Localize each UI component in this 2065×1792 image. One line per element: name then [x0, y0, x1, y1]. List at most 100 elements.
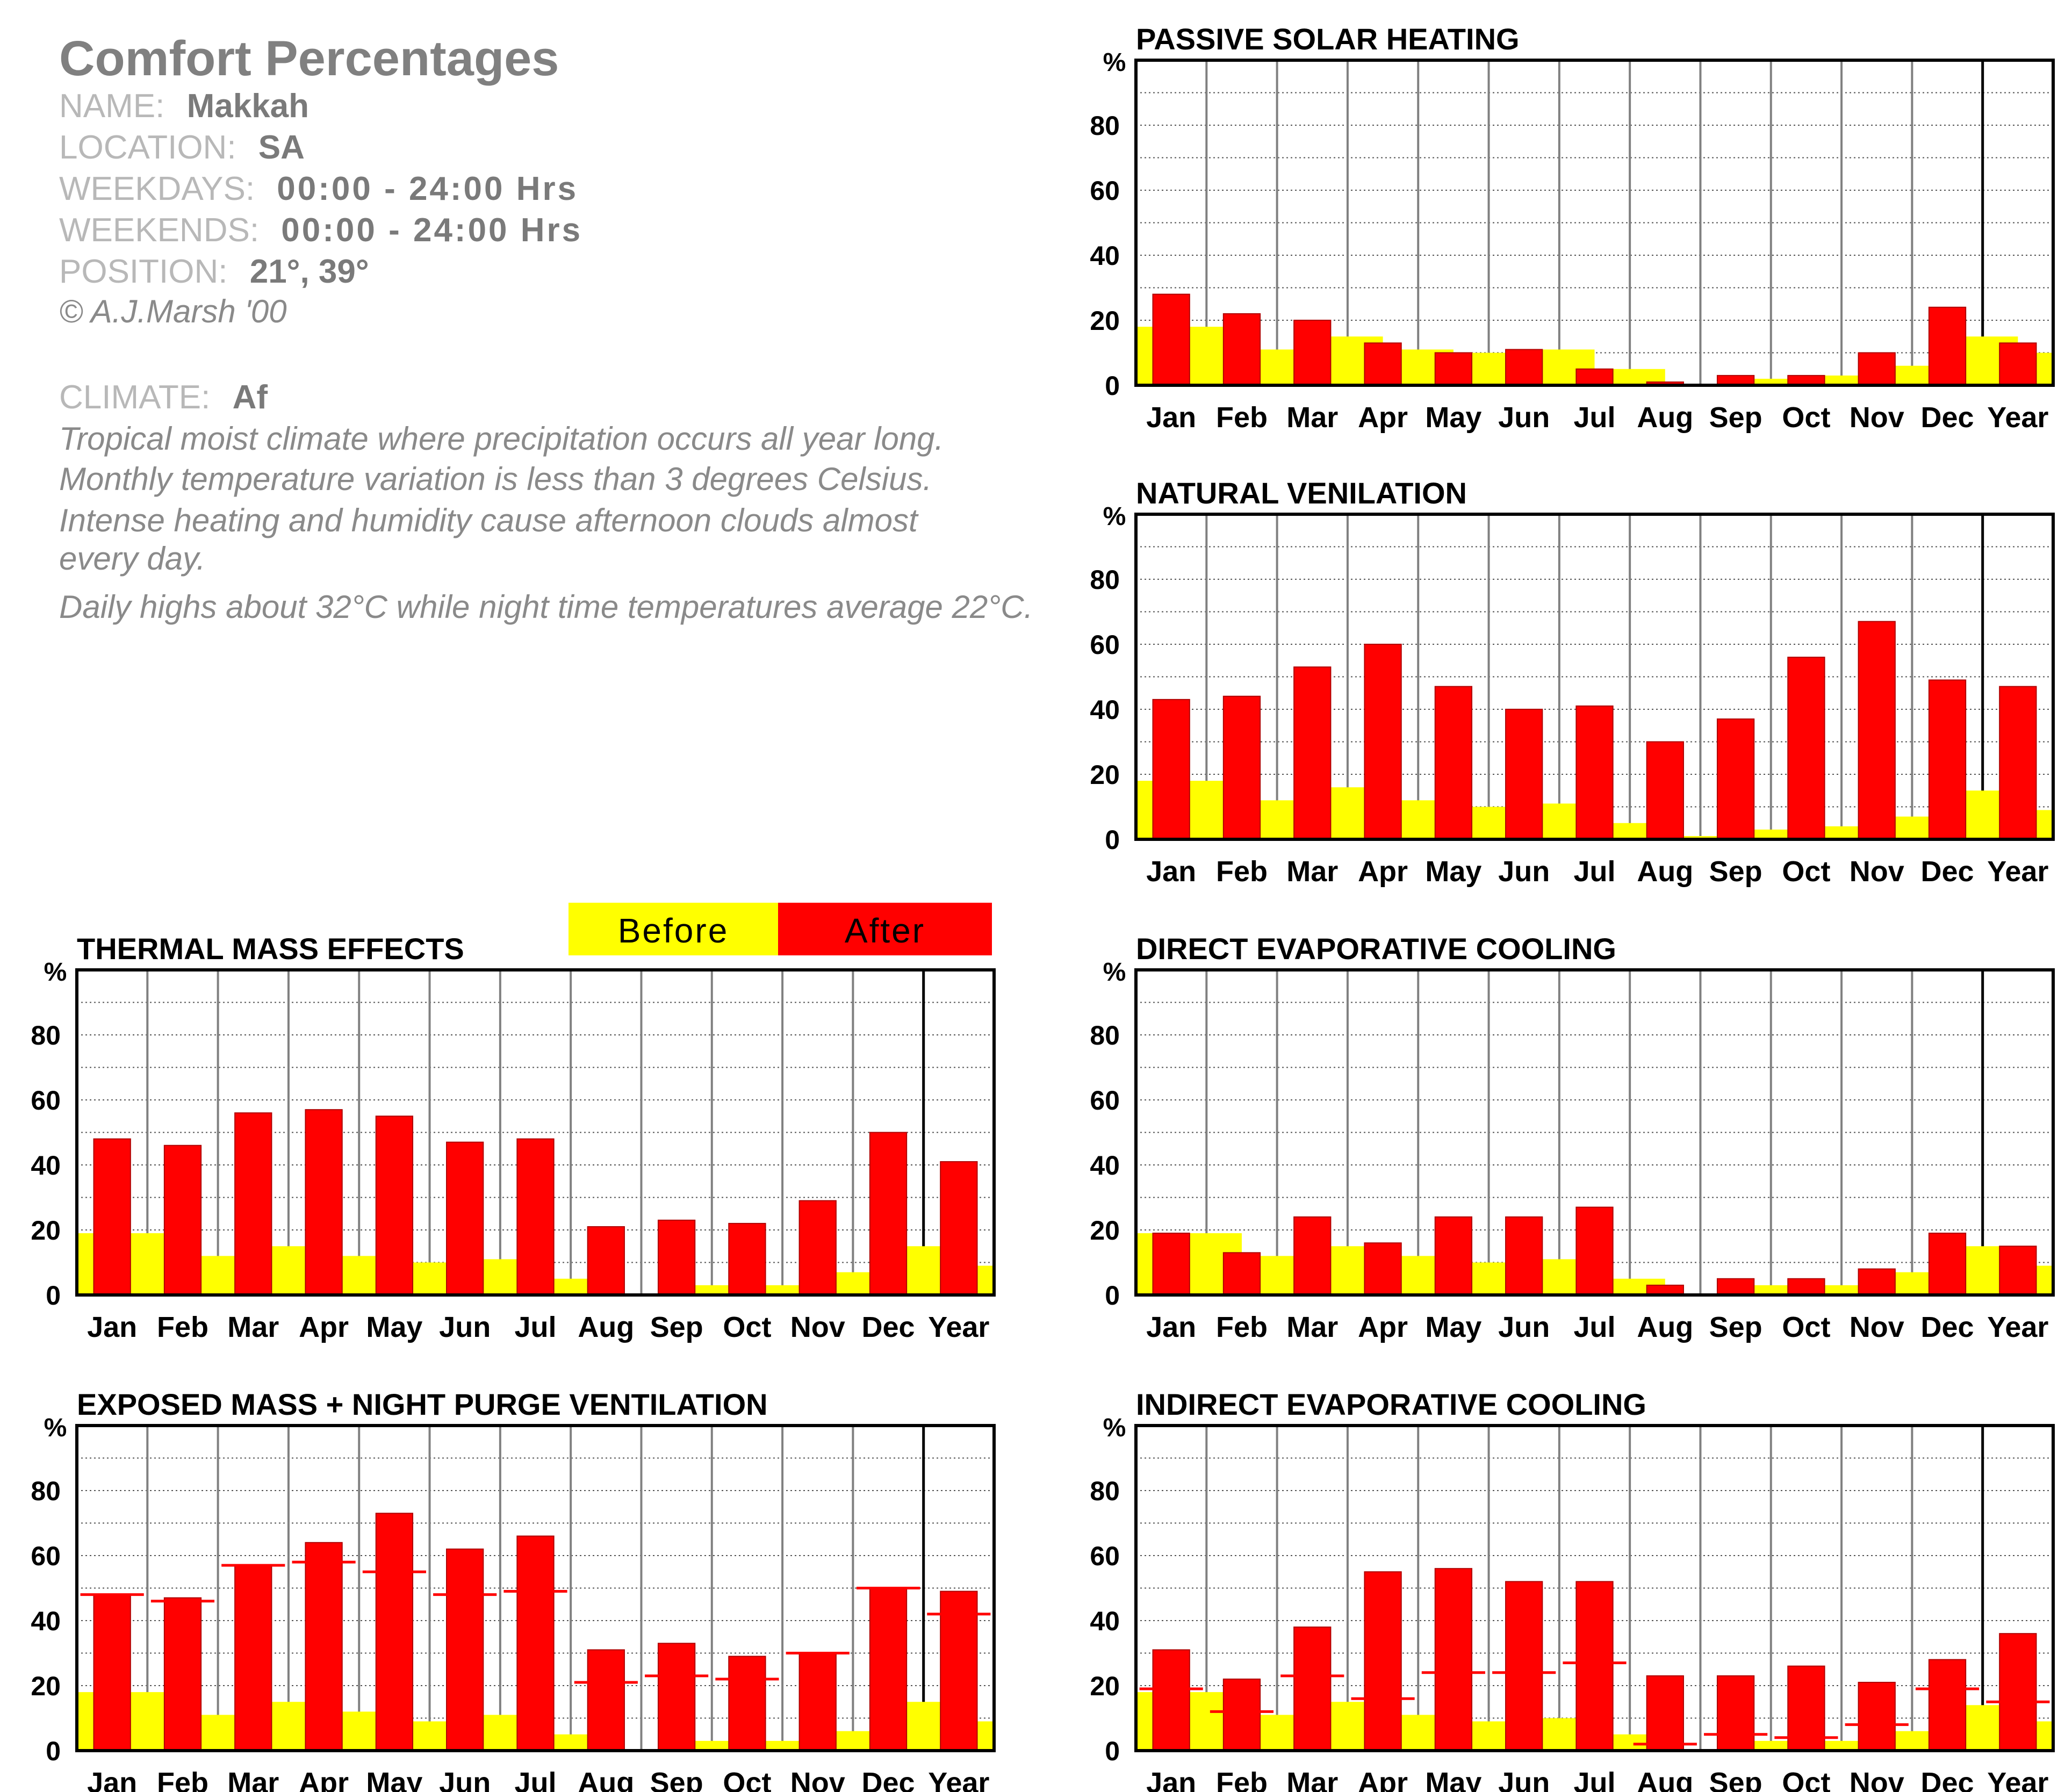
- y-tick-label: 60: [31, 1541, 61, 1571]
- legend-after-label: After: [845, 911, 925, 950]
- bar-after: [1999, 686, 2037, 840]
- bar-after: [1364, 644, 1402, 840]
- x-tick-label: Year: [1987, 1311, 2048, 1343]
- bar-after: [1293, 1216, 1332, 1296]
- bar-after: [1928, 1233, 1967, 1296]
- x-tick-label: Mar: [227, 1311, 279, 1343]
- y-tick-label: 40: [1090, 695, 1120, 725]
- bar-after: [869, 1132, 908, 1296]
- y-tick-label: 80: [1090, 565, 1120, 595]
- x-tick-label: May: [366, 1767, 422, 1792]
- plot-frame: [1134, 59, 2055, 387]
- x-tick-label: Dec: [862, 1767, 915, 1792]
- chart-thermal-mass-effects: THERMAL MASS EFFECTS% 0 20 40 60 80 Jan Feb Mar A…: [31, 932, 996, 1343]
- chart-title: INDIRECT EVAPORATIVE COOLING: [1136, 1387, 1646, 1421]
- page-title: Comfort Percentages: [59, 31, 559, 86]
- x-tick-label: Jul: [1573, 1767, 1615, 1792]
- bar-after: [798, 1200, 837, 1296]
- legend-before-swatch: [569, 903, 778, 955]
- x-tick-label: Feb: [1216, 401, 1268, 434]
- x-tick-label: Jan: [1146, 401, 1196, 434]
- x-tick-label: Feb: [1216, 855, 1268, 888]
- x-tick-label: Feb: [1216, 1767, 1268, 1792]
- climate-row: CLIMATE: Af: [59, 379, 268, 416]
- plot-frame: [75, 1424, 996, 1752]
- info-panel: Comfort Percentages NAME: Makkah LOCATIO…: [59, 31, 1033, 625]
- y-tick-label: 80: [31, 1020, 61, 1050]
- y-tick-label: 20: [31, 1215, 61, 1246]
- bar-after: [657, 1219, 696, 1296]
- x-tick-label: Oct: [1782, 1767, 1830, 1792]
- bar-after: [728, 1656, 766, 1752]
- plot-frame: [1134, 513, 2055, 841]
- bar-after: [1858, 1681, 1896, 1751]
- x-tick-label: Aug: [1637, 855, 1693, 888]
- x-tick-label: Jul: [514, 1767, 556, 1792]
- bar-after: [1152, 1233, 1190, 1296]
- plot-frame: [75, 968, 996, 1297]
- y-axis-unit: %: [1103, 502, 1126, 531]
- y-tick-label: 60: [1090, 176, 1120, 206]
- bar-after: [93, 1594, 131, 1752]
- x-tick-label: May: [366, 1311, 422, 1343]
- climate-line: Daily highs about 32°C while night time …: [59, 589, 1033, 625]
- climate-line: Intense heating and humidity cause after…: [59, 502, 919, 538]
- x-tick-label: Apr: [1358, 401, 1408, 434]
- y-tick-label: 80: [1090, 1476, 1120, 1506]
- bar-before: [1665, 836, 1736, 839]
- y-tick-label: 0: [1105, 1280, 1120, 1311]
- bar-after: [93, 1138, 131, 1296]
- x-tick-label: Feb: [157, 1311, 208, 1343]
- bar-after: [163, 1145, 202, 1296]
- weekdays-value: 00:00 - 24:00 Hrs: [277, 170, 578, 207]
- x-tick-label: May: [1425, 855, 1481, 888]
- plot-frame: [1134, 1424, 2055, 1752]
- bar-after: [1222, 695, 1261, 840]
- x-tick-label: Mar: [1286, 1767, 1338, 1792]
- bar-after: [1434, 352, 1473, 386]
- chart-indirect-evaporative-cooling: INDIRECT EVAPORATIVE COOLING% 0 20 40 60 80 Ja…: [1090, 1387, 2055, 1792]
- chart-exposed-mass-night-purge: EXPOSED MASS + NIGHT PURGE VENTILATION% 0…: [31, 1387, 996, 1792]
- name-label: NAME:: [59, 88, 164, 125]
- y-tick-label: 40: [31, 1150, 61, 1181]
- y-tick-label: 40: [1090, 1150, 1120, 1181]
- x-tick-label: Feb: [1216, 1311, 1268, 1343]
- x-tick-label: Apr: [1358, 855, 1408, 888]
- y-tick-label: 0: [1105, 825, 1120, 855]
- weekdays-label: WEEKDAYS:: [59, 170, 255, 207]
- position-row: POSITION: 21°, 39°: [59, 253, 369, 290]
- x-tick-label: Jan: [1146, 1311, 1196, 1343]
- x-tick-label: Year: [1987, 401, 2048, 434]
- bar-after: [1646, 741, 1684, 840]
- bar-after: [446, 1141, 484, 1296]
- bar-after: [1364, 342, 1402, 386]
- position-value: 21°, 39°: [250, 253, 369, 290]
- position-label: POSITION:: [59, 253, 227, 290]
- bar-after: [1293, 320, 1332, 386]
- bar-after: [234, 1565, 272, 1751]
- bar-after: [1222, 313, 1261, 386]
- x-tick-label: Jan: [87, 1767, 137, 1792]
- x-tick-label: Jan: [1146, 855, 1196, 888]
- bar-after: [1716, 718, 1755, 840]
- y-tick-label: 20: [1090, 306, 1120, 336]
- weekdays-row: WEEKDAYS: 00:00 - 24:00 Hrs: [59, 170, 578, 207]
- x-tick-label: Jun: [1498, 855, 1550, 888]
- x-tick-label: Dec: [1921, 855, 1974, 888]
- y-axis-unit: %: [1103, 1414, 1126, 1442]
- bar-after: [1575, 1581, 1614, 1751]
- copyright: © A.J.Marsh '00: [59, 293, 287, 329]
- bar-after: [1505, 1581, 1543, 1751]
- x-tick-label: Sep: [1709, 401, 1762, 434]
- bar-after: [1716, 1278, 1755, 1296]
- bar-after: [1928, 679, 1967, 840]
- bar-after: [657, 1643, 696, 1752]
- chart-title: NATURAL VENILATION: [1136, 476, 1467, 510]
- y-axis-unit: %: [1103, 48, 1126, 77]
- y-tick-label: 0: [46, 1280, 61, 1311]
- x-tick-label: Mar: [1286, 401, 1338, 434]
- y-axis-unit: %: [44, 1414, 67, 1442]
- chart-direct-evaporative-cooling: DIRECT EVAPORATIVE COOLING% 0 20 40 60 80 Jan F…: [1090, 932, 2055, 1343]
- chart-title: PASSIVE SOLAR HEATING: [1136, 22, 1520, 56]
- bar-after: [446, 1548, 484, 1751]
